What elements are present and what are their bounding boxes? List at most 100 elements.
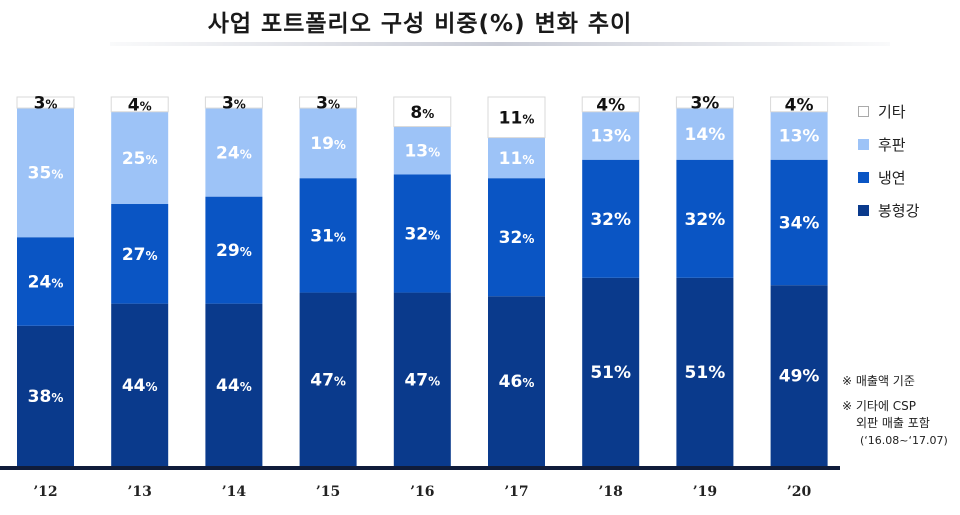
bar-segment-냉연-4	[393, 174, 451, 293]
bar-segment-기타-4	[393, 96, 452, 128]
bar-segment-봉형강-5	[488, 296, 545, 466]
bar-segment-후판-1	[111, 111, 169, 205]
value-label-기타-2: 3%	[222, 94, 246, 114]
bar-segment-후판-6	[582, 111, 640, 160]
value-label-봉형강-3: 47%	[310, 370, 346, 390]
bar-segment-후판-2	[205, 108, 263, 197]
value-label-봉형강-8: 49%	[779, 367, 820, 387]
bar-segment-봉형강-2	[205, 303, 263, 466]
value-label-기타-8: 4%	[785, 95, 814, 115]
value-label-봉형강-0: 38%	[28, 387, 64, 407]
bar-segment-냉연-7	[676, 159, 734, 278]
bar-segment-후판-5	[488, 137, 545, 179]
bar-segment-기타-1	[110, 96, 169, 113]
category-label-8: ’20	[787, 484, 812, 500]
bar-segment-기타-6	[581, 96, 640, 113]
value-label-후판-1: 25%	[122, 149, 158, 169]
value-label-후판-7: 14%	[685, 125, 726, 145]
legend: 기타 후판 냉연 봉형강	[858, 96, 919, 228]
value-label-후판-8: 13%	[779, 127, 820, 147]
value-label-냉연-6: 32%	[590, 210, 631, 230]
category-label-7: ’19	[693, 484, 717, 500]
value-label-봉형강-4: 47%	[404, 370, 440, 390]
value-label-냉연-0: 24%	[28, 273, 64, 293]
note-csp: ※ 기타에 CSP 외판 매출 포함 (‘16.08~‘17.07)	[842, 398, 948, 449]
bar-segment-봉형강-1	[111, 303, 169, 466]
bar-segment-기타-5	[487, 96, 546, 139]
legend-item-other: 기타	[858, 96, 919, 126]
value-label-냉연-8: 34%	[779, 213, 820, 233]
value-label-냉연-1: 27%	[122, 245, 158, 265]
legend-label-plate: 후판	[878, 135, 906, 154]
category-label-4: ’16	[410, 484, 434, 500]
bar-segment-기타-7	[675, 96, 734, 109]
bar-segment-후판-7	[676, 108, 734, 160]
value-label-냉연-3: 31%	[310, 226, 346, 246]
bar-segment-후판-0	[17, 108, 74, 238]
legend-item-cold-rolled: 냉연	[858, 162, 919, 192]
value-label-봉형강-1: 44%	[122, 376, 158, 396]
category-label-0: ’12	[33, 484, 57, 500]
value-label-봉형강-2: 44%	[216, 376, 252, 396]
value-label-냉연-2: 29%	[216, 241, 252, 261]
bar-segment-냉연-0	[17, 237, 74, 326]
legend-swatch-plate	[858, 138, 869, 150]
bar-segment-기타-2	[204, 96, 263, 109]
value-label-냉연-7: 32%	[685, 210, 726, 230]
value-label-봉형강-6: 51%	[590, 363, 631, 383]
legend-item-long-products: 봉형강	[858, 195, 919, 225]
bar-segment-봉형강-8	[770, 285, 828, 466]
bar-segment-후판-4	[393, 126, 451, 175]
value-label-냉연-5: 32%	[499, 228, 535, 248]
bar-segment-봉형강-4	[393, 292, 451, 466]
value-label-기타-7: 3%	[690, 94, 719, 114]
legend-item-plate: 후판	[858, 129, 919, 159]
value-label-기타-0: 3%	[34, 94, 58, 114]
value-label-냉연-4: 32%	[404, 225, 440, 245]
value-label-기타-4: 8%	[410, 103, 434, 123]
bar-segment-봉형강-7	[676, 277, 734, 466]
bar-segment-후판-3	[299, 108, 357, 179]
bar-segment-봉형강-3	[299, 292, 357, 466]
value-label-후판-0: 35%	[28, 164, 64, 184]
bar-segment-냉연-5	[488, 178, 545, 297]
value-label-후판-5: 11%	[499, 149, 535, 169]
note-sales-basis: ※ 매출액 기준	[842, 374, 915, 388]
chart-title: 사업 포트폴리오 구성 비중(%) 변화 추이	[207, 11, 633, 37]
legend-swatch-long-products	[858, 204, 869, 216]
stacked-bar-chart: 38% 24% 35% 3% ’12 44% 27% 25% 4% ’13 44% 29% 24% 3% ’…	[0, 94, 840, 500]
legend-label-cold-rolled: 냉연	[878, 168, 906, 187]
category-label-5: ’17	[504, 484, 528, 500]
value-label-기타-6: 4%	[596, 95, 625, 115]
value-label-후판-6: 13%	[590, 127, 631, 147]
bar-segment-냉연-8	[770, 159, 828, 286]
category-label-6: ’18	[599, 484, 623, 500]
bar-segment-냉연-2	[205, 196, 263, 304]
note-csp-line3: (‘16.08~‘17.07)	[860, 434, 948, 447]
value-label-후판-4: 13%	[404, 142, 440, 162]
category-label-3: ’15	[316, 484, 340, 500]
category-label-2: ’14	[222, 484, 247, 500]
value-label-봉형강-5: 46%	[499, 372, 535, 392]
legend-label-long-products: 봉형강	[878, 201, 920, 220]
bar-segment-기타-8	[770, 96, 829, 113]
bar-segment-기타-0	[16, 96, 75, 109]
category-label-1: ’13	[128, 484, 152, 500]
bar-segment-냉연-3	[299, 178, 357, 293]
bar-segment-후판-8	[770, 111, 828, 160]
value-label-기타-3: 3%	[316, 94, 340, 114]
value-label-기타-1: 4%	[128, 95, 152, 115]
bar-segment-봉형강-0	[17, 325, 74, 466]
note-csp-line2: 외판 매출 포함	[856, 416, 930, 430]
value-label-기타-5: 11%	[499, 108, 535, 128]
legend-label-other: 기타	[878, 102, 906, 121]
bar-segment-봉형강-6	[582, 277, 640, 466]
note-csp-line1: ※ 기타에 CSP	[842, 399, 917, 413]
value-label-후판-2: 24%	[216, 143, 252, 163]
title-underline	[110, 42, 890, 46]
bar-segment-냉연-6	[582, 159, 640, 278]
bar-segment-냉연-1	[111, 204, 169, 304]
legend-swatch-cold-rolled	[858, 171, 869, 183]
value-label-봉형강-7: 51%	[685, 363, 726, 383]
x-axis-baseline	[0, 466, 840, 470]
